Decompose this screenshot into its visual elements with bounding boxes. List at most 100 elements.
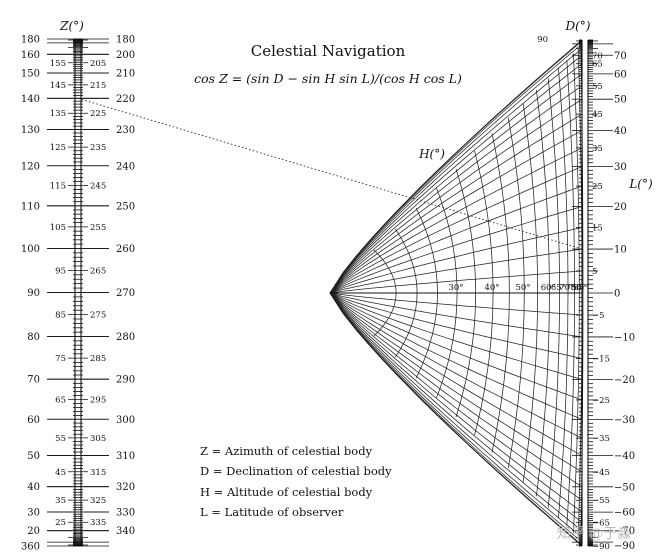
l-label: 0 [614, 289, 620, 300]
z-label-inner-left: 25 [55, 518, 66, 528]
z-label-outer-left: 360 [21, 542, 40, 553]
l-label: −90 [614, 541, 635, 552]
z-label-inner-right: 235 [90, 143, 106, 153]
z-label-inner-right: 285 [90, 354, 106, 364]
z-label-outer-left: 70 [27, 375, 40, 386]
h-label: 80° [571, 283, 586, 293]
z-label-outer-right: 180 [116, 35, 135, 46]
d-label: 15 [592, 224, 603, 234]
z-label-outer-right: 250 [116, 201, 135, 212]
z-label-outer-right: 340 [116, 526, 135, 537]
d-label: 45 [592, 110, 603, 120]
h-scale: 30° 40° 50° 60°65°70°75°80°85° [448, 283, 588, 293]
z-label-inner-left: 115 [50, 181, 66, 191]
z-label-inner-left: 55 [55, 434, 66, 444]
legend-h: H = Altitude of celestial body [200, 485, 373, 499]
h-label: 65° [551, 283, 566, 293]
chart-formula: cos Z = (sin D − sin H sin L)/(cos H cos… [194, 71, 462, 86]
d-label: 65 [592, 60, 603, 70]
h-label: 30° [448, 283, 463, 293]
h-label: 85° [574, 283, 589, 293]
l-label: 50 [614, 95, 627, 106]
z-label-inner-right: 225 [90, 109, 106, 119]
z-label-outer-left: 40 [27, 482, 40, 493]
z-label-outer-right: 210 [116, 68, 135, 79]
d-label: 90 [537, 35, 548, 45]
chart-title: Celestial Navigation [251, 42, 406, 60]
h-label: 75° [566, 283, 581, 293]
d-axis-title: D(°) [565, 19, 591, 33]
h-label: 50° [516, 283, 531, 293]
l-label: −70 [614, 526, 635, 537]
z-label-outer-right: 330 [116, 508, 135, 519]
z-label-inner-right: 205 [90, 59, 106, 69]
z-label-outer-left: 150 [21, 68, 40, 79]
legend-l: L = Latitude of observer [200, 505, 344, 519]
d-curve [329, 73, 583, 294]
d-curve [329, 248, 582, 294]
d-curve [329, 292, 583, 420]
l-label: −60 [614, 508, 635, 519]
z-label-inner-left: 145 [50, 81, 66, 91]
legend-d: D = Declination of celestial body [200, 464, 392, 478]
d-curve [329, 43, 583, 294]
z-label-outer-left: 120 [21, 161, 40, 172]
z-label-inner-left: 85 [55, 311, 66, 321]
z-label-inner-right: 315 [90, 468, 106, 478]
z-label-inner-right: 245 [90, 181, 106, 191]
d-curve [329, 185, 583, 294]
d-label: 5 [592, 267, 597, 277]
z-label-outer-right: 220 [116, 94, 135, 105]
d-label: −35 [592, 434, 610, 444]
d-curve [329, 292, 583, 488]
z-label-outer-left: 110 [21, 201, 40, 212]
z-label-inner-right: 295 [90, 396, 106, 406]
d-label: −15 [592, 354, 610, 364]
z-label-outer-left: 20 [27, 526, 40, 537]
z-label-inner-right: 325 [90, 496, 106, 506]
l-label: 30 [614, 162, 627, 173]
d-curve [329, 98, 583, 294]
h-d-net [329, 39, 584, 547]
z-label-outer-right: 230 [116, 125, 135, 136]
z-label-inner-right: 215 [90, 81, 106, 91]
d-curve [329, 113, 583, 294]
l-label: −50 [614, 482, 635, 493]
d-curve [329, 292, 583, 546]
z-label-outer-left: 130 [21, 125, 40, 136]
z-label-outer-left: 60 [27, 415, 40, 426]
d-curve [329, 54, 583, 294]
z-label-outer-right: 300 [116, 415, 135, 426]
l-label: 20 [614, 202, 627, 213]
h-label: 60° [541, 283, 556, 293]
d-label: 35 [592, 144, 603, 154]
l-label: 10 [614, 245, 627, 256]
d-curve [329, 39, 583, 294]
d-label: 25 [592, 182, 603, 192]
l-scale: 60 50 40 30 20 10 0 −10 −20 −30 −40 −50 −60 70 −70 −90 [614, 51, 635, 552]
l-label: −40 [614, 451, 635, 462]
l-label: 70 [614, 51, 627, 62]
z-label-inner-left: 155 [50, 59, 66, 69]
d-curve [329, 130, 583, 294]
example-isopleth [77, 97, 583, 250]
d-curve [329, 147, 583, 294]
z-scale: 180 160 150 140 130 120 110 100 90 80 70 60 50 40 30 20… [21, 35, 135, 553]
z-label-outer-left: 90 [27, 288, 40, 299]
legend-z: Z = Azimuth of celestial body [200, 444, 373, 458]
z-label-inner-right: 305 [90, 434, 106, 444]
d-curve [329, 292, 583, 513]
z-label-outer-right: 200 [116, 50, 135, 61]
z-label-outer-right: 320 [116, 482, 135, 493]
d-label: −25 [592, 396, 610, 406]
z-label-outer-left: 160 [21, 50, 40, 61]
d-curve [329, 292, 583, 532]
h-axis-title: H(°) [418, 147, 445, 161]
z-axis-title: Z(°) [59, 19, 84, 33]
d-curve [329, 292, 583, 439]
d-curve [329, 292, 583, 501]
d-curve [329, 292, 583, 523]
z-label-outer-left: 50 [27, 451, 40, 462]
z-label-outer-right: 260 [116, 244, 135, 255]
